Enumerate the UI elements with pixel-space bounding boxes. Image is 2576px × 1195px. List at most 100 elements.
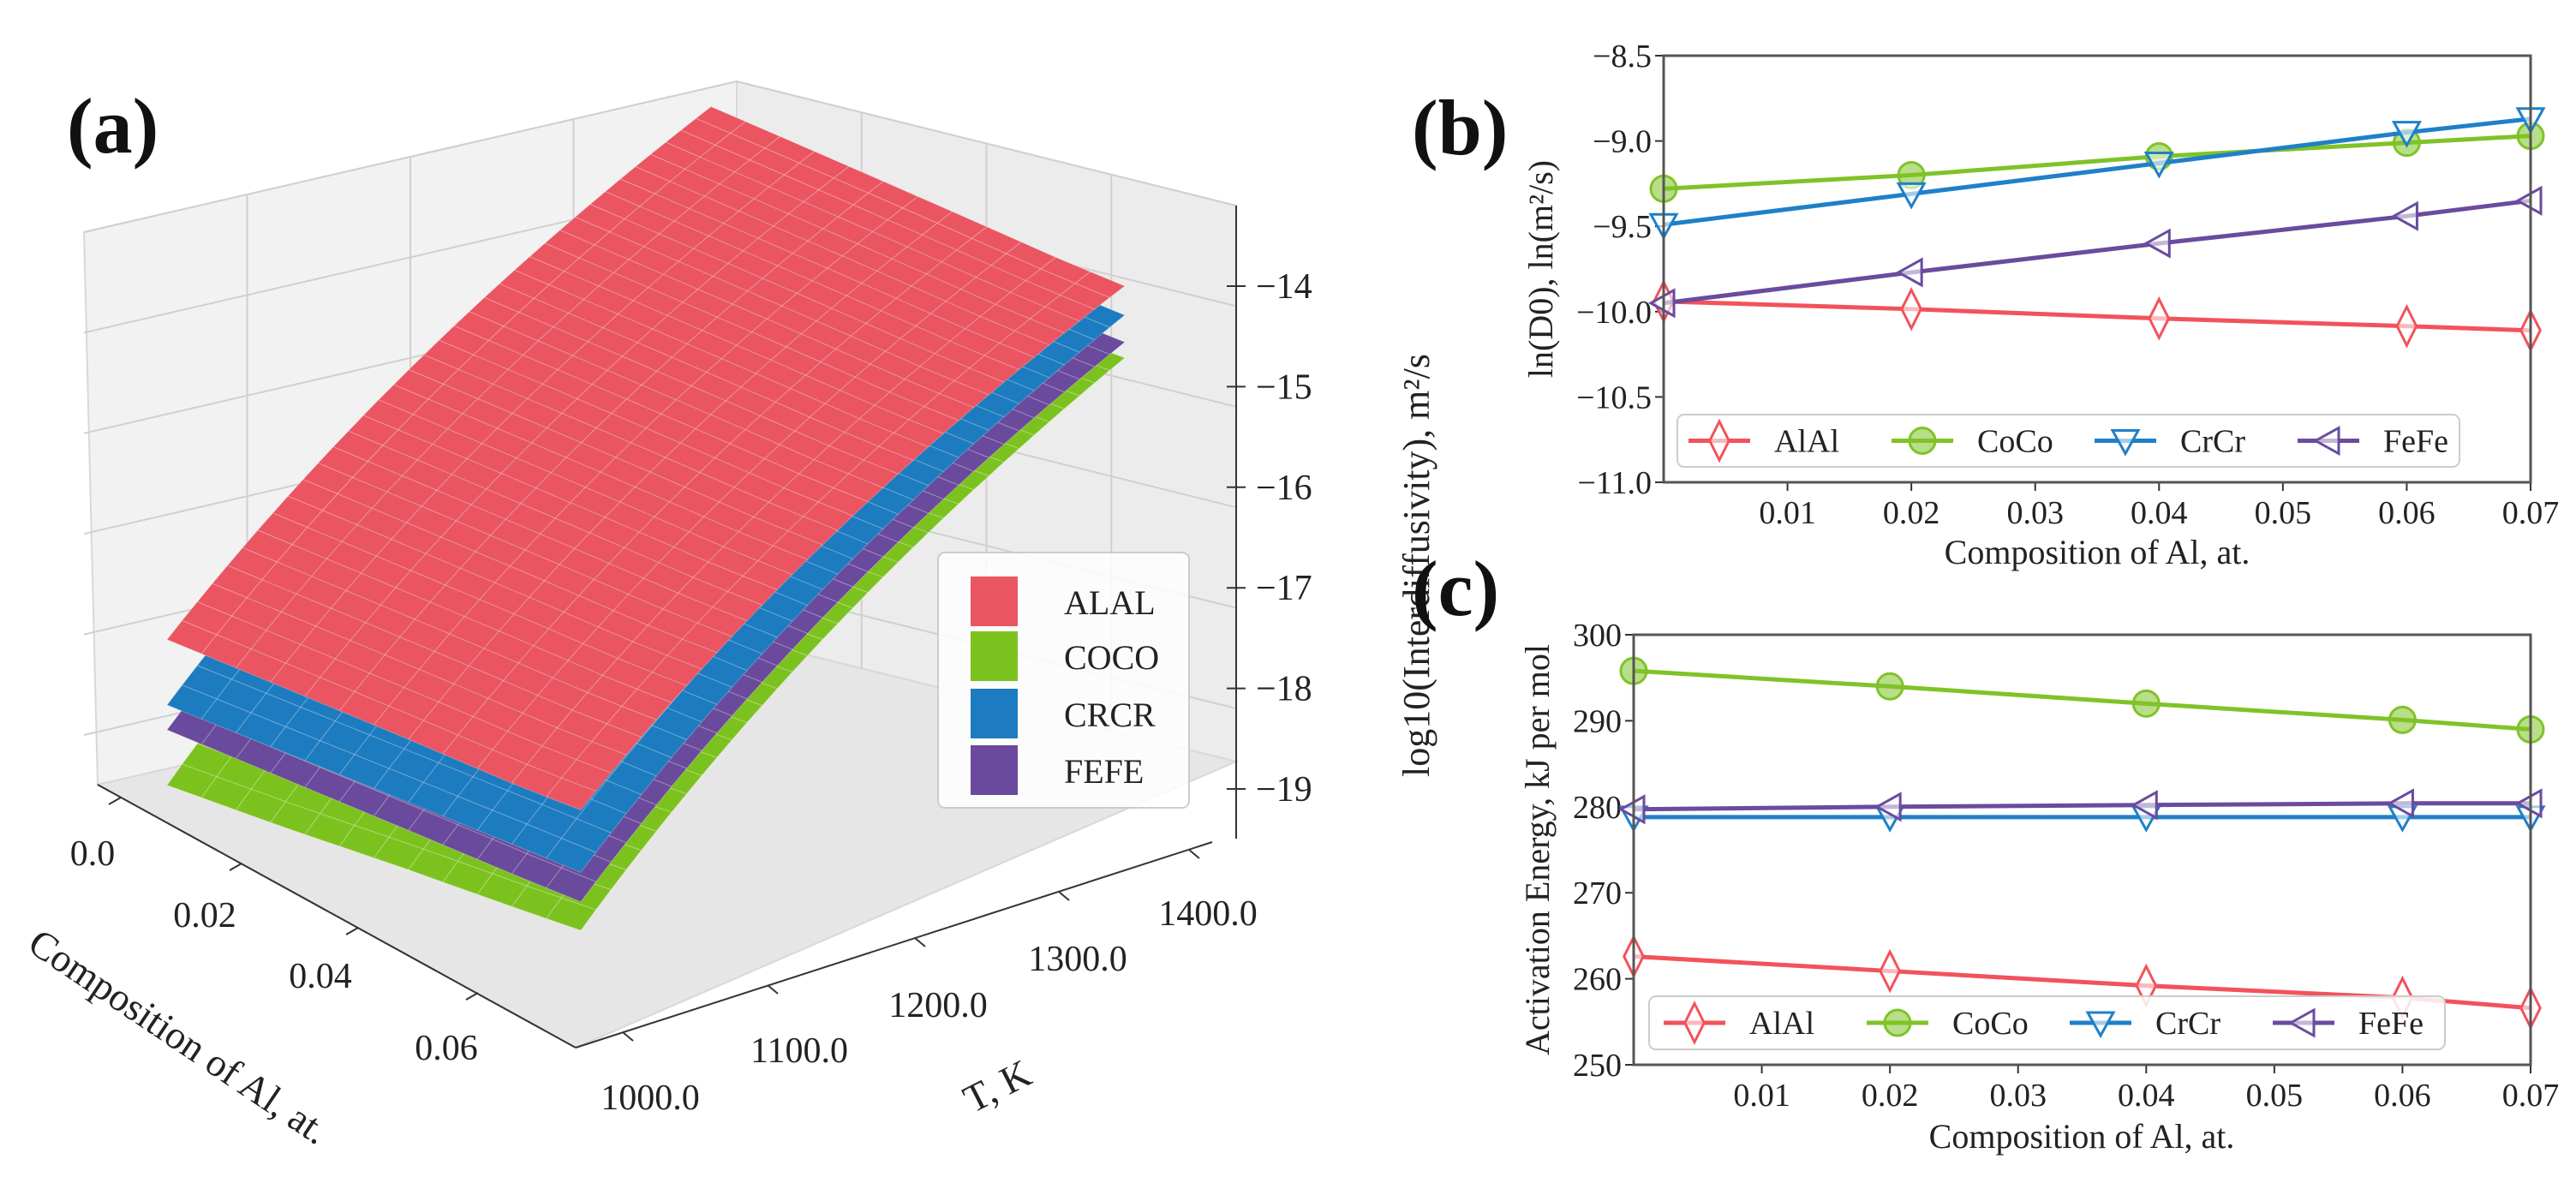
x-axis-label: Composition of Al, at. bbox=[21, 920, 337, 1153]
triangle-down-marker bbox=[2110, 429, 2141, 457]
x-tick-label: 0.04 bbox=[289, 957, 352, 996]
b-series-alal bbox=[1653, 278, 2542, 353]
triangle-down-marker bbox=[2143, 151, 2174, 179]
surface-patch bbox=[877, 432, 929, 461]
z-tick-label: −14 bbox=[1256, 267, 1312, 307]
b-x-tick-label: 0.03 bbox=[2006, 495, 2064, 531]
c-legend: AlAl CoCo CrCr FeFe bbox=[1648, 995, 2446, 1050]
y-axis-line bbox=[575, 841, 1213, 1049]
c-x-tick-label: 0.06 bbox=[2374, 1078, 2431, 1114]
b-legend: AlAl CoCo CrCr FeFe bbox=[1676, 414, 2460, 468]
surface-patch bbox=[545, 897, 597, 931]
c-y-tick-label: 260 bbox=[1573, 962, 1622, 998]
triangle-down-marker bbox=[2085, 1011, 2116, 1039]
circle-marker bbox=[1908, 427, 1937, 455]
x-tick-mark bbox=[465, 992, 479, 1001]
surface-patch bbox=[666, 638, 718, 670]
c-x-tick-label: 0.02 bbox=[1862, 1078, 1919, 1114]
legend-label-coco: COCO bbox=[1064, 638, 1159, 677]
surfaces bbox=[166, 105, 1126, 931]
legend: ALAL COCO CRCR FEFE bbox=[937, 552, 1190, 809]
z-tick-label: −15 bbox=[1256, 367, 1312, 407]
surface-patch bbox=[908, 406, 959, 434]
x-tick-label: 0.0 bbox=[70, 834, 116, 874]
triangle-left-marker bbox=[2131, 790, 2158, 821]
surface-patch bbox=[847, 459, 900, 488]
x-tick-mark bbox=[345, 927, 359, 935]
circle-marker bbox=[2388, 705, 2417, 734]
b-legend-box bbox=[1676, 414, 2460, 468]
surface-patch bbox=[666, 690, 718, 723]
panel-label-c: (c) bbox=[1412, 545, 1499, 632]
b-y-tick-label: −10.5 bbox=[1576, 379, 1652, 415]
legend-label-fefe: FEFE bbox=[1064, 752, 1144, 791]
triangle-left-marker bbox=[1874, 792, 1902, 822]
panel-b-line-chart: (b) ln(D0), ln(m²/s) Composition of Al, … bbox=[1412, 39, 2559, 571]
x-tick-label: 0.06 bbox=[415, 1029, 478, 1068]
b-y-tick-label: −11.0 bbox=[1577, 465, 1652, 501]
surface-patch bbox=[1013, 318, 1066, 346]
circle-marker bbox=[1883, 1008, 1912, 1037]
c-legend-entry-alal: AlAl bbox=[1664, 1001, 1814, 1045]
y-tick-label: 1200.0 bbox=[888, 986, 988, 1025]
panel-c-line-chart: (c) Activation Energy, kJ per mol Compos… bbox=[1412, 545, 2559, 1156]
panel-label-a: (a) bbox=[67, 82, 158, 170]
b-y-tick-label: −9.5 bbox=[1593, 209, 1652, 245]
panel-a-3d-surface-plot: −14 −15 −16 −17 −18 −19 0.0 0.02 0.04 0.06 1000.0 1… bbox=[21, 80, 1437, 1153]
legend-label: CoCo bbox=[1977, 424, 2053, 460]
legend-label: AlAl bbox=[1749, 1006, 1814, 1042]
x-tick-mark bbox=[108, 797, 122, 805]
c-y-tick-label: 270 bbox=[1573, 875, 1622, 911]
c-y-tick-label: 290 bbox=[1573, 703, 1622, 739]
legend-swatch-crcr bbox=[971, 689, 1018, 738]
legend-label: FeFe bbox=[2383, 424, 2448, 460]
y-tick-mark bbox=[914, 937, 926, 947]
legend-swatch-fefe bbox=[971, 745, 1018, 795]
surface-patch bbox=[546, 837, 597, 874]
c-y-tick-label: 280 bbox=[1573, 790, 1622, 826]
b-legend-entry-alal: AlAl bbox=[1688, 418, 1839, 463]
diamond-marker bbox=[1708, 418, 1730, 463]
triangle-left-marker bbox=[2391, 200, 2418, 231]
b-x-tick-label: 0.02 bbox=[1883, 495, 1940, 531]
diamond-marker bbox=[2148, 296, 2171, 341]
b-y-tick-label: −10.0 bbox=[1576, 295, 1652, 331]
surface-patch bbox=[817, 487, 870, 517]
b-x-tick-label: 0.05 bbox=[2255, 495, 2312, 531]
b-plot-frame bbox=[1662, 54, 2532, 484]
b-x-tick-label: 0.01 bbox=[1759, 495, 1816, 531]
triangle-left-marker bbox=[2287, 1007, 2316, 1038]
legend-label: AlAl bbox=[1774, 424, 1839, 460]
circle-marker bbox=[2131, 689, 2161, 718]
diamond-marker bbox=[1900, 286, 1923, 332]
surface-patch bbox=[546, 867, 597, 903]
b-y-tick-label: −9.0 bbox=[1593, 124, 1652, 160]
b-x-tick-label: 0.06 bbox=[2378, 495, 2436, 531]
triangle-down-marker bbox=[2391, 121, 2422, 148]
z-tick-label: −16 bbox=[1256, 469, 1312, 508]
legend-label: CoCo bbox=[1952, 1006, 2029, 1042]
panel-label-b: (b) bbox=[1412, 84, 1508, 171]
surface-alal bbox=[166, 105, 1126, 811]
z-tick-label: −19 bbox=[1256, 770, 1312, 810]
b-x-tick-label: 0.04 bbox=[2131, 495, 2188, 531]
y-tick-mark bbox=[1058, 891, 1070, 901]
y-tick-mark bbox=[767, 984, 779, 995]
b-legend-entry-fefe: FeFe bbox=[2298, 424, 2448, 460]
y-tick-label: 1100.0 bbox=[750, 1031, 848, 1071]
c-x-axis-label: Composition of Al, at. bbox=[1929, 1117, 2235, 1156]
diamond-marker bbox=[2395, 303, 2418, 349]
c-x-tick-label: 0.07 bbox=[2502, 1078, 2560, 1114]
b-y-tick-label: −8.5 bbox=[1593, 39, 1652, 75]
c-plot-frame bbox=[1632, 633, 2532, 1067]
legend-label-alal: ALAL bbox=[1064, 583, 1156, 622]
triangle-left-marker bbox=[2387, 788, 2414, 819]
surface-patch bbox=[560, 818, 613, 853]
triangle-down-marker bbox=[1896, 182, 1927, 210]
c-legend-entry-crcr: CrCr bbox=[2070, 1006, 2220, 1042]
surface-patch bbox=[636, 672, 688, 703]
circle-marker bbox=[1875, 672, 1904, 701]
b-series-crcr bbox=[1648, 107, 2546, 241]
surface-patch bbox=[968, 355, 1020, 383]
